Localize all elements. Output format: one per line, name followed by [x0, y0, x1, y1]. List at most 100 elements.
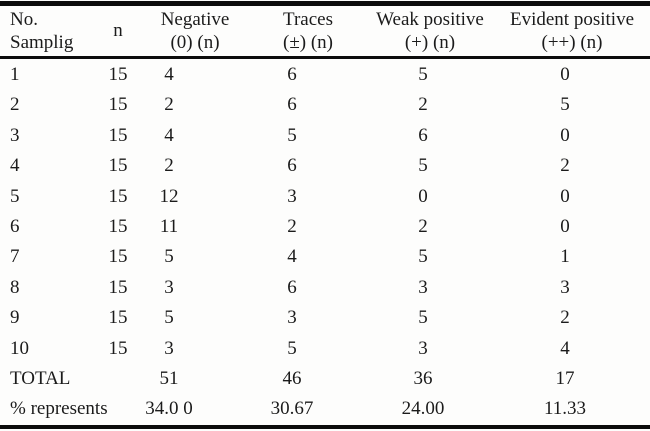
header-weak-positive: Weak positive (+) (n) [376, 8, 484, 54]
header-sample-line1: No. [10, 9, 38, 30]
cell-weak-positive: 0 [418, 185, 428, 207]
cell-weak-positive: 5 [418, 246, 428, 268]
cell-negative: 4 [164, 124, 174, 146]
cell-evident-positive: 3 [560, 276, 570, 298]
cell-negative: 5 [164, 246, 174, 268]
cell-weak-positive: 5 [418, 155, 428, 177]
cell-negative: 3 [164, 337, 174, 359]
cell-weak-positive: 5 [418, 307, 428, 329]
row-label: 4 [10, 155, 20, 177]
table-header-row: No. Samplig n Negative (0) (n) Traces (±… [0, 6, 650, 56]
header-negative-line1: Negative [160, 9, 230, 30]
table-row-4: 4 15 2 6 5 2 [0, 151, 650, 181]
table-row-8: 8 15 3 6 3 3 [0, 273, 650, 303]
table-row-7: 7 15 5 4 5 1 [0, 242, 650, 272]
cell-negative: 2 [164, 94, 174, 116]
row-label: 10 [10, 337, 29, 359]
cell-negative: 5 [164, 307, 174, 329]
cell-negative-total: 51 [159, 368, 179, 390]
cell-evident-positive: 0 [560, 64, 570, 85]
table-body: 1 15 4 6 5 0 2 15 2 6 2 5 3 15 4 5 6 0 4… [0, 60, 650, 425]
cell-n: 15 [108, 307, 128, 329]
cell-evident-positive: 4 [560, 337, 570, 359]
header-sample-line2: Samplig [10, 32, 74, 53]
cell-traces: 3 [287, 307, 297, 329]
header-sample-number: No. Samplig [10, 8, 73, 54]
cell-traces: 6 [287, 155, 297, 177]
cell-negative: 12 [159, 185, 179, 207]
table-header-rule [0, 56, 650, 59]
cell-negative: 11 [159, 216, 179, 238]
row-label: 9 [10, 307, 20, 329]
cell-evident-positive: 2 [560, 307, 570, 329]
cell-weak-positive-percent: 24.00 [401, 398, 445, 420]
table-top-rule [0, 1, 650, 6]
cell-n: 15 [108, 64, 128, 85]
cell-weak-positive: 3 [418, 337, 428, 359]
cell-n: 15 [108, 246, 128, 268]
table-row-5: 5 15 12 3 0 0 [0, 182, 650, 212]
cell-negative: 3 [164, 276, 174, 298]
table-row-9: 9 15 5 3 5 2 [0, 303, 650, 333]
header-evident-line1: Evident positive [509, 9, 635, 30]
cell-traces: 5 [287, 337, 297, 359]
cell-evident-positive-percent: 11.33 [543, 398, 587, 420]
cell-n: 15 [108, 155, 128, 177]
header-negative-line2: (0) (n) [170, 32, 220, 53]
cell-traces: 6 [287, 64, 297, 85]
cell-n: 15 [108, 94, 128, 116]
cell-evident-positive: 1 [560, 246, 570, 268]
cell-evident-positive: 0 [560, 216, 570, 238]
cell-weak-positive: 3 [418, 276, 428, 298]
table-row-1: 1 15 4 6 5 0 [0, 60, 650, 90]
table-row-total: TOTAL 51 46 36 17 [0, 364, 650, 394]
cell-negative: 2 [164, 155, 174, 177]
row-label: 6 [10, 216, 20, 238]
cell-traces: 2 [287, 216, 297, 238]
cell-evident-positive: 5 [560, 94, 570, 116]
cell-traces: 4 [287, 246, 297, 268]
cell-n: 15 [108, 124, 128, 146]
cell-traces: 6 [287, 276, 297, 298]
cell-evident-positive: 0 [560, 185, 570, 207]
header-negative: Negative (0) (n) [161, 8, 230, 54]
header-traces-line1: Traces [283, 9, 333, 30]
row-label: 8 [10, 276, 20, 298]
row-label: 3 [10, 124, 20, 146]
row-label: 2 [10, 94, 20, 116]
cell-weak-positive: 5 [418, 64, 428, 85]
cell-traces: 6 [287, 94, 297, 116]
cell-evident-positive: 0 [560, 124, 570, 146]
header-evident-line2: (++) (n) [541, 32, 603, 53]
cell-weak-positive: 6 [418, 124, 428, 146]
table-row-3: 3 15 4 5 6 0 [0, 121, 650, 151]
cell-negative-percent: 34.0 0 [145, 398, 193, 420]
cell-n: 15 [108, 276, 128, 298]
cell-traces: 3 [287, 185, 297, 207]
cell-evident-positive-total: 17 [555, 368, 575, 390]
cell-traces-percent: 30.67 [270, 398, 314, 420]
row-label-total: TOTAL [10, 368, 71, 390]
cell-n: 15 [108, 185, 128, 207]
cell-weak-positive: 2 [418, 94, 428, 116]
cell-evident-positive: 2 [560, 155, 570, 177]
row-label: 1 [10, 64, 20, 85]
header-traces-line2: (±) (n) [283, 32, 333, 53]
row-label: 7 [10, 246, 20, 268]
row-label: 5 [10, 185, 20, 207]
header-weak-line2: (+) (n) [404, 32, 456, 53]
cell-traces: 5 [287, 124, 297, 146]
header-weak-line1: Weak positive [376, 9, 484, 30]
cell-n: 15 [108, 216, 128, 238]
cell-n: 15 [108, 337, 128, 359]
header-n: n [113, 20, 123, 41]
cell-traces-total: 46 [282, 368, 302, 390]
table-row-6: 6 15 11 2 2 0 [0, 212, 650, 242]
row-label-percent: % represents [10, 398, 108, 420]
cell-negative: 4 [164, 64, 174, 85]
table-bottom-rule [0, 425, 650, 429]
table-row-2: 2 15 2 6 2 5 [0, 90, 650, 120]
header-evident-positive: Evident positive (++) (n) [510, 8, 634, 54]
table-row-10: 10 15 3 5 3 4 [0, 334, 650, 364]
